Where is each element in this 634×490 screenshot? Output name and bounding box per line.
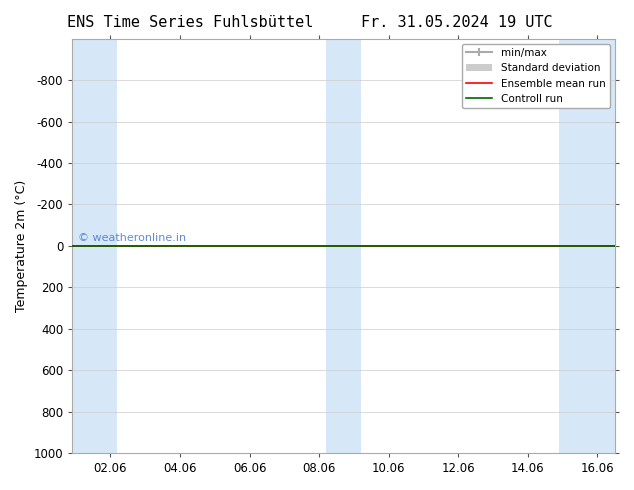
Text: ENS Time Series Fuhlsbüttel: ENS Time Series Fuhlsbüttel [67, 15, 313, 30]
Y-axis label: Temperature 2m (°C): Temperature 2m (°C) [15, 180, 28, 312]
Bar [559, 39, 615, 453]
Bar [326, 39, 361, 453]
Bar [117, 39, 152, 453]
Bar [72, 39, 117, 453]
Bar [361, 39, 396, 453]
Text: © weatheronline.in: © weatheronline.in [77, 233, 186, 243]
Text: Fr. 31.05.2024 19 UTC: Fr. 31.05.2024 19 UTC [361, 15, 552, 30]
Legend: min/max, Standard deviation, Ensemble mean run, Controll run: min/max, Standard deviation, Ensemble me… [462, 44, 610, 108]
